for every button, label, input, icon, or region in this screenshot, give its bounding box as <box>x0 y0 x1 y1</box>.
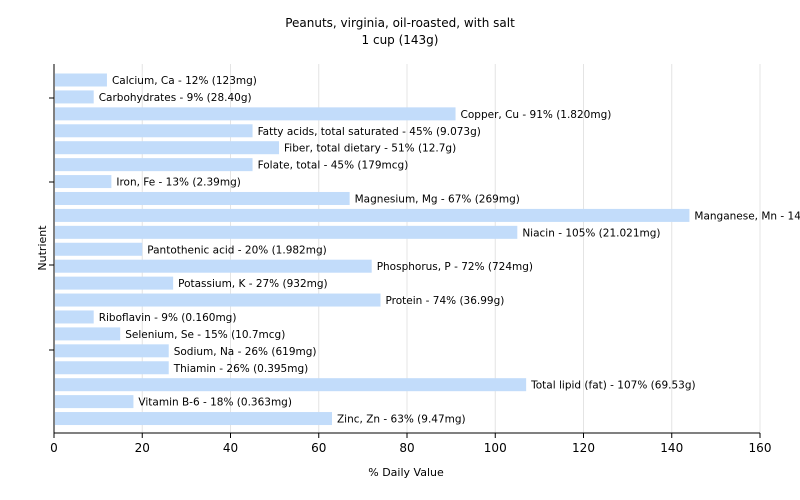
x-axis-label: % Daily Value <box>368 466 444 479</box>
bar <box>55 361 169 375</box>
bar-label: Zinc, Zn - 63% (9.47mg) <box>337 414 466 426</box>
bar <box>55 225 518 239</box>
axes-group <box>49 64 761 438</box>
bar <box>55 124 253 138</box>
bar-label: Carbohydrates - 9% (28.40g) <box>99 92 252 104</box>
bar <box>55 90 94 104</box>
bars-group: Calcium, Ca - 12% (123mg) Carbohydrates -… <box>55 73 800 426</box>
bar <box>55 107 456 121</box>
bar-label: Vitamin B-6 - 18% (0.363mg) <box>138 397 292 409</box>
bar-label: Potassium, K - 27% (932mg) <box>178 278 328 290</box>
bar <box>55 259 372 273</box>
x-tick-label: 100 <box>484 441 507 455</box>
bar <box>55 412 332 426</box>
bar <box>55 276 174 290</box>
x-tick-label: 20 <box>135 441 150 455</box>
bar-label: Calcium, Ca - 12% (123mg) <box>112 75 257 87</box>
x-tick-label: 60 <box>311 441 326 455</box>
bar <box>55 293 381 307</box>
x-tick-labels: 0 20 40 60 80 100 120 140 160 <box>50 441 771 455</box>
x-tick-label: 120 <box>572 441 595 455</box>
bar-label: Sodium, Na - 26% (619mg) <box>174 346 317 358</box>
bar-label: Fiber, total dietary - 51% (12.7g) <box>284 143 456 155</box>
x-tick-label: 40 <box>223 441 238 455</box>
x-tick-label: 160 <box>749 441 772 455</box>
bar-label: Niacin - 105% (21.021mg) <box>522 227 660 239</box>
x-tick-label: 0 <box>50 441 58 455</box>
bar-label: Folate, total - 45% (179mcg) <box>258 160 409 172</box>
bar <box>55 242 143 256</box>
bar-label: Manganese, Mn - 144% (2.871mg) <box>694 210 800 222</box>
bar <box>55 158 253 172</box>
bar <box>55 310 94 324</box>
bar <box>55 344 169 358</box>
chart-title: Peanuts, virginia, oil-roasted, with sal… <box>285 16 515 30</box>
bar-label: Thiamin - 26% (0.395mg) <box>173 363 309 375</box>
bar <box>55 73 107 87</box>
bar <box>55 378 527 392</box>
bar <box>55 208 690 222</box>
chart-subtitle: 1 cup (143g) <box>362 33 439 47</box>
bar <box>55 141 280 155</box>
y-axis-label: Nutrient <box>36 225 49 271</box>
bar <box>55 327 121 341</box>
bar-label: Iron, Fe - 13% (2.39mg) <box>116 177 240 189</box>
x-tick-label: 140 <box>660 441 683 455</box>
bar-label: Total lipid (fat) - 107% (69.53g) <box>530 380 695 392</box>
x-tick-label: 80 <box>399 441 414 455</box>
bar-label: Magnesium, Mg - 67% (269mg) <box>355 193 520 205</box>
bar-label: Pantothenic acid - 20% (1.982mg) <box>147 244 326 256</box>
bar-label: Selenium, Se - 15% (10.7mcg) <box>125 329 285 341</box>
bar <box>55 395 134 409</box>
bar-label: Phosphorus, P - 72% (724mg) <box>377 261 533 273</box>
bar <box>55 191 350 205</box>
bar-label: Riboflavin - 9% (0.160mg) <box>99 312 237 324</box>
bar-label: Copper, Cu - 91% (1.820mg) <box>461 109 612 121</box>
bar <box>55 175 112 189</box>
bar-label: Protein - 74% (36.99g) <box>386 295 505 307</box>
bar-label: Fatty acids, total saturated - 45% (9.07… <box>258 126 481 138</box>
